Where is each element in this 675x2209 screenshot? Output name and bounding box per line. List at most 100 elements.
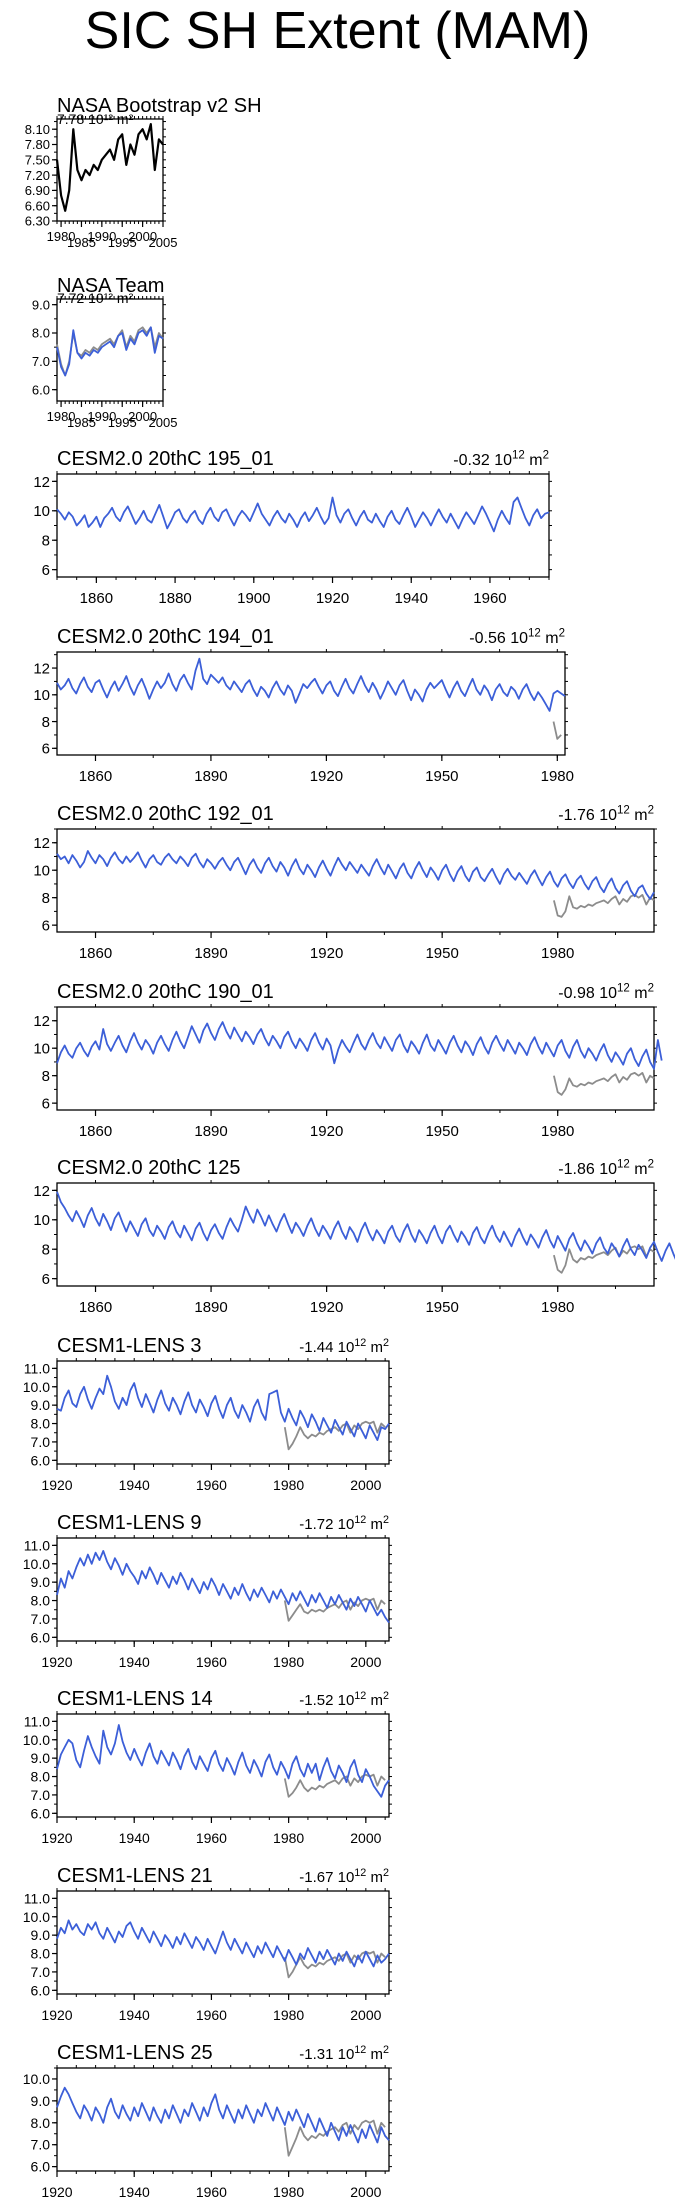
x-tick-label: 1980 xyxy=(273,1830,304,1846)
y-tick-label: 6.0 xyxy=(31,1629,51,1645)
series-line-model xyxy=(56,1374,390,1441)
plot-frame xyxy=(56,1713,390,1818)
x-tick-label: 1890 xyxy=(194,945,227,962)
y-tick-label: 10.0 xyxy=(23,1732,50,1748)
y-tick-label: 12 xyxy=(33,1013,50,1030)
x-tick-label: 2005 xyxy=(149,235,178,250)
x-tick-label: 1920 xyxy=(41,1477,72,1493)
x-tick-label: 2000 xyxy=(350,1477,381,1493)
plot-frame xyxy=(56,1890,390,1995)
panel-p12: CESM1-LENS 25 -1.31 1012 m2 10.0 9.0 8.0 7.0 6… xyxy=(23,2042,392,2200)
x-tick-label: 2000 xyxy=(128,229,157,244)
x-tick-label: 1920 xyxy=(310,1123,343,1140)
y-tick-label: 6.0 xyxy=(31,1805,51,1821)
y-tick-label: 7.0 xyxy=(31,1434,51,1450)
series-line-model xyxy=(56,850,655,900)
x-tick-label: 1860 xyxy=(79,945,112,962)
trend-label: -0.56 1012 m2 xyxy=(469,628,565,647)
trend-label: -1.52 1012 m2 xyxy=(299,1690,389,1709)
y-tick-label: 11.0 xyxy=(24,1713,50,1729)
y-tick-label: 9.0 xyxy=(31,1574,51,1590)
trend-label: -1.86 1012 m2 xyxy=(558,1159,654,1178)
y-tick-label: 10 xyxy=(33,503,50,520)
x-tick-label: 1960 xyxy=(196,2007,227,2023)
panel-p10: CESM1-LENS 14 -1.52 1012 m2 11.0 10.0 9.0 8.0… xyxy=(23,1688,392,1846)
y-tick-label: 8.0 xyxy=(31,1946,51,1962)
panel-p07: CESM2.0 20thC 125 -1.86 1012 m2 12 10 8 6 1860… xyxy=(33,1157,675,1316)
y-tick-label: 8.0 xyxy=(31,1416,51,1432)
panel-title: CESM1-LENS 25 xyxy=(57,2042,213,2064)
x-tick-label: 1960 xyxy=(196,1477,227,1493)
x-tick-label: 1920 xyxy=(310,1299,343,1316)
series-line-model xyxy=(56,1191,675,1262)
series-line-model xyxy=(56,1550,390,1624)
series-line-observations xyxy=(552,721,562,740)
trend-label: -1.72 1012 m2 xyxy=(299,1514,389,1533)
y-tick-label: 7.20 xyxy=(25,168,50,183)
y-tick-label: 6.90 xyxy=(25,183,50,198)
y-tick-label: 7.0 xyxy=(31,1611,51,1627)
y-tick-label: 6 xyxy=(42,1271,50,1288)
x-tick-label: 1940 xyxy=(119,2184,150,2200)
y-tick-label: 6 xyxy=(42,1096,50,1113)
x-tick-label: 1960 xyxy=(473,590,506,607)
y-tick-label: 7.0 xyxy=(31,2137,51,2153)
y-tick-label: 11.0 xyxy=(24,1537,50,1553)
x-tick-label: 2000 xyxy=(350,2184,381,2200)
series-line-observations xyxy=(553,1245,655,1274)
units-label: 7.72 10¹² m² xyxy=(57,290,134,306)
y-tick-label: 7.80 xyxy=(25,137,50,152)
panel-p09: CESM1-LENS 9 -1.72 1012 m2 11.0 10.0 9.0 8.0 7… xyxy=(23,1512,392,1670)
y-tick-label: 10.0 xyxy=(23,1556,50,1572)
x-tick-label: 1995 xyxy=(108,235,137,250)
panel-p08: CESM1-LENS 3 -1.44 1012 m2 11.0 10.0 9.0 8.0 7… xyxy=(23,1335,392,1493)
x-tick-label: 1860 xyxy=(79,1299,112,1316)
panel-title: CESM2.0 20thC 125 xyxy=(57,1157,240,1179)
x-tick-label: 1980 xyxy=(541,768,574,785)
y-tick-label: 8.0 xyxy=(31,2115,51,2131)
page-title: SIC SH Extent (MAM) xyxy=(84,2,591,60)
panel-title: CESM1-LENS 9 xyxy=(57,1512,202,1534)
x-tick-label: 1920 xyxy=(41,2007,72,2023)
y-tick-label: 9.0 xyxy=(31,1397,51,1413)
x-tick-label: 1950 xyxy=(425,945,458,962)
plot-frame xyxy=(56,298,164,402)
x-tick-label: 1940 xyxy=(119,1654,150,1670)
x-tick-label: 1920 xyxy=(310,768,343,785)
x-tick-label: 1985 xyxy=(67,415,96,430)
x-tick-label: 2005 xyxy=(149,415,178,430)
y-tick-label: 6 xyxy=(42,918,50,935)
x-tick-label: 1890 xyxy=(194,768,227,785)
y-tick-label: 7.50 xyxy=(25,152,50,167)
x-tick-label: 1960 xyxy=(196,1654,227,1670)
panel-p01: NASA Bootstrap v2 SH7.78 10¹² m²8.107.80… xyxy=(25,95,262,250)
plot-frame xyxy=(56,1537,390,1642)
y-tick-label: 10 xyxy=(33,863,50,880)
x-tick-label: 1980 xyxy=(273,2184,304,2200)
y-tick-label: 10.0 xyxy=(23,2071,50,2087)
plot-frame xyxy=(56,651,566,756)
y-tick-label: 9.0 xyxy=(31,1927,51,1943)
y-tick-label: 12 xyxy=(33,1183,50,1200)
x-tick-label: 1990 xyxy=(87,409,116,424)
series-line-observations xyxy=(283,1420,386,1451)
series-line-model xyxy=(56,657,566,712)
y-tick-label: 9.0 xyxy=(32,297,50,312)
x-tick-label: 1980 xyxy=(541,1123,574,1140)
panel-title: CESM1-LENS 3 xyxy=(57,1335,202,1357)
series-line-observations xyxy=(553,1072,655,1096)
y-tick-label: 10 xyxy=(33,687,50,704)
plot-frame xyxy=(56,1360,390,1465)
x-tick-label: 1880 xyxy=(158,590,191,607)
y-tick-label: 6.0 xyxy=(31,1982,51,1998)
y-tick-label: 7.0 xyxy=(31,1964,51,1980)
trend-label: -1.44 1012 m2 xyxy=(299,1337,389,1356)
y-tick-label: 8.0 xyxy=(32,326,50,341)
x-tick-label: 2000 xyxy=(350,2007,381,2023)
plot-frame xyxy=(56,828,655,933)
y-tick-label: 8 xyxy=(42,1068,50,1085)
trend-label: -0.98 1012 m2 xyxy=(558,983,654,1002)
x-tick-label: 1960 xyxy=(196,2184,227,2200)
